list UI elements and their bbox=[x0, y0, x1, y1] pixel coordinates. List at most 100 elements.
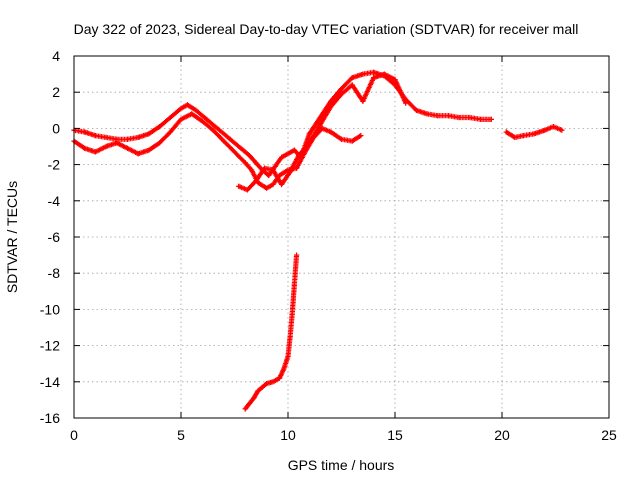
data-point bbox=[360, 98, 366, 104]
data-point bbox=[270, 379, 276, 385]
data-point bbox=[381, 71, 387, 77]
data-point bbox=[244, 187, 250, 193]
data-point bbox=[467, 114, 473, 121]
data-points bbox=[71, 69, 565, 412]
data-point bbox=[167, 129, 173, 135]
data-point bbox=[251, 395, 257, 401]
data-point bbox=[338, 136, 345, 142]
data-point bbox=[349, 75, 355, 81]
data-point bbox=[328, 104, 334, 110]
data-point bbox=[272, 163, 278, 170]
data-point bbox=[246, 400, 253, 407]
data-point bbox=[349, 82, 355, 88]
y-tick-label: -6 bbox=[48, 229, 61, 245]
data-point bbox=[285, 151, 291, 157]
data-point bbox=[270, 167, 276, 173]
x-tick-label: 20 bbox=[494, 427, 510, 443]
data-point bbox=[445, 113, 452, 119]
data-point bbox=[103, 134, 109, 141]
data-point bbox=[82, 145, 88, 151]
data-point bbox=[82, 129, 88, 135]
data-point bbox=[178, 105, 184, 112]
data-point bbox=[199, 118, 205, 124]
data-point bbox=[371, 75, 377, 81]
data-point bbox=[338, 85, 345, 92]
data-point bbox=[103, 143, 109, 150]
y-tick-label: 4 bbox=[52, 48, 60, 64]
data-point bbox=[317, 114, 323, 121]
data-point bbox=[264, 381, 270, 387]
y-tick-label: -14 bbox=[40, 374, 60, 390]
data-point bbox=[253, 178, 259, 184]
data-point bbox=[259, 384, 265, 390]
data-point bbox=[349, 138, 355, 144]
data-point bbox=[92, 149, 98, 155]
y-tick-label: -12 bbox=[40, 338, 60, 354]
x-axis-label: GPS time / hours bbox=[288, 457, 395, 473]
data-point bbox=[531, 131, 537, 137]
y-tick-label: -10 bbox=[40, 301, 60, 317]
data-point bbox=[221, 138, 227, 144]
y-tick-label: -2 bbox=[48, 157, 61, 173]
data-point bbox=[246, 152, 253, 159]
x-tick-label: 25 bbox=[601, 427, 617, 443]
data-point bbox=[503, 129, 509, 135]
data-point bbox=[456, 114, 462, 121]
data-point bbox=[249, 167, 255, 173]
data-point bbox=[289, 310, 295, 316]
data-point bbox=[559, 127, 565, 133]
data-point bbox=[550, 123, 556, 130]
data-point bbox=[293, 252, 300, 258]
data-point bbox=[317, 122, 323, 128]
data-point bbox=[512, 134, 518, 141]
data-point bbox=[124, 136, 131, 142]
series-track-d bbox=[242, 252, 300, 412]
data-point bbox=[114, 140, 120, 146]
series-track-c-dense-markers bbox=[236, 71, 409, 193]
data-point bbox=[306, 131, 312, 137]
x-tick-label: 15 bbox=[387, 427, 403, 443]
data-point bbox=[135, 151, 141, 157]
y-tick-label: -16 bbox=[40, 410, 60, 426]
data-point bbox=[146, 147, 152, 153]
data-point bbox=[193, 107, 199, 113]
data-point bbox=[157, 140, 163, 146]
data-point bbox=[278, 181, 285, 188]
data-point bbox=[287, 333, 293, 340]
y-tick-label: -4 bbox=[48, 193, 61, 209]
data-point bbox=[261, 165, 268, 171]
data-point bbox=[291, 281, 298, 287]
data-point bbox=[358, 133, 364, 139]
data-point bbox=[319, 125, 325, 131]
chart-title: Day 322 of 2023, Sidereal Day-to-day VTE… bbox=[74, 21, 579, 37]
y-tick-label: -8 bbox=[48, 265, 61, 281]
y-tick-label: 0 bbox=[52, 120, 60, 136]
data-point bbox=[178, 116, 184, 122]
series-track-c bbox=[236, 71, 409, 193]
data-point bbox=[92, 133, 98, 139]
data-point bbox=[227, 136, 233, 142]
series-track-a-dense-markers bbox=[71, 69, 494, 179]
x-tick-label: 5 bbox=[177, 427, 185, 443]
data-point bbox=[328, 98, 334, 104]
data-point bbox=[291, 147, 298, 153]
data-point bbox=[216, 127, 223, 133]
data-point bbox=[403, 100, 409, 106]
data-point bbox=[435, 113, 441, 119]
data-point bbox=[236, 183, 242, 189]
data-point bbox=[184, 102, 191, 108]
y-axis-label: SDTVAR / TECUs bbox=[4, 181, 20, 293]
x-tick-label: 10 bbox=[280, 427, 296, 443]
x-tick-label: 0 bbox=[70, 427, 78, 443]
data-point bbox=[146, 131, 152, 137]
data-point bbox=[360, 71, 366, 77]
data-point bbox=[276, 375, 283, 381]
data-point bbox=[281, 366, 287, 372]
data-point bbox=[204, 116, 210, 122]
data-point bbox=[238, 145, 244, 151]
data-point bbox=[542, 127, 548, 133]
data-point bbox=[338, 91, 345, 97]
data-point bbox=[157, 123, 163, 130]
